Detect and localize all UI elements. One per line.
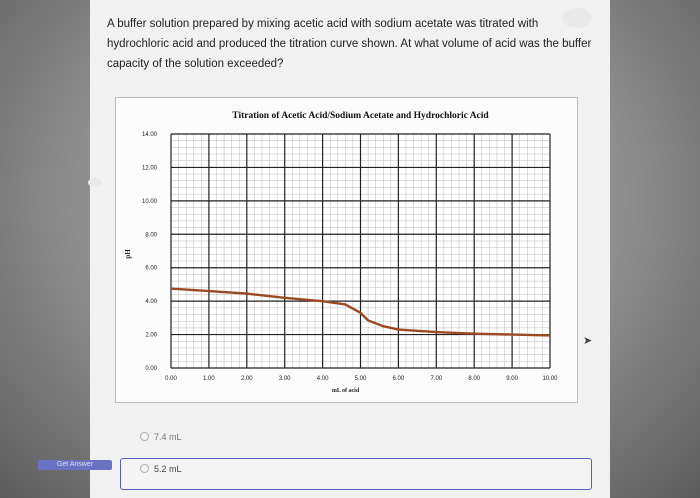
x-tick-label: 5.00 [355,376,367,382]
y-tick-label: 10.00 [142,199,158,205]
x-tick-label: 10.00 [542,376,558,382]
y-tick-label: 14.00 [142,132,158,138]
y-tick-label: 0.00 [145,366,157,372]
y-axis-label: pH [124,249,132,259]
answer-option-b[interactable]: 5.2 mL [140,464,182,474]
x-tick-label: 2.00 [241,376,253,382]
radio-icon[interactable] [140,432,149,441]
x-tick-label: 7.00 [430,376,442,382]
chart-title: Titration of Acetic Acid/Sodium Acetate … [232,111,489,121]
x-tick-label: 3.00 [279,376,291,382]
option-label: 7.4 mL [154,432,182,442]
light-glare [88,178,102,187]
titration-curve-line [170,287,551,337]
light-glare [562,8,592,28]
x-tick-label: 9.00 [506,376,518,382]
mouse-cursor-icon: ➤ [583,335,593,347]
y-tick-label: 12.00 [142,165,158,171]
y-tick-label: 6.00 [145,266,157,272]
y-tick-label: 8.00 [145,232,157,238]
y-tick-label: 4.00 [145,299,157,305]
option-label: 5.2 mL [154,464,182,474]
x-axis-label: mL of acid [332,388,360,394]
titration-chart: 0.00 1.00 2.00 3.00 4.00 5.00 6.00 7.00 8.00 9.00… [115,97,578,403]
get-answer-button[interactable]: Get Answer [38,460,112,470]
chart-svg: 0.00 1.00 2.00 3.00 4.00 5.00 6.00 7.00 8.00 9.00… [124,111,558,394]
y-tick-label: 2.00 [145,333,157,339]
x-tick-label: 6.00 [393,376,405,382]
selected-option-box[interactable] [120,458,592,490]
radio-icon[interactable] [140,464,149,473]
x-tick-label: 1.00 [203,376,215,382]
x-tick-label: 8.00 [468,376,480,382]
question-text: A buffer solution prepared by mixing ace… [107,18,592,70]
answer-option-a[interactable]: 7.4 mL [140,432,182,442]
x-tick-label: 0.00 [165,376,177,382]
x-tick-label: 4.00 [317,376,329,382]
